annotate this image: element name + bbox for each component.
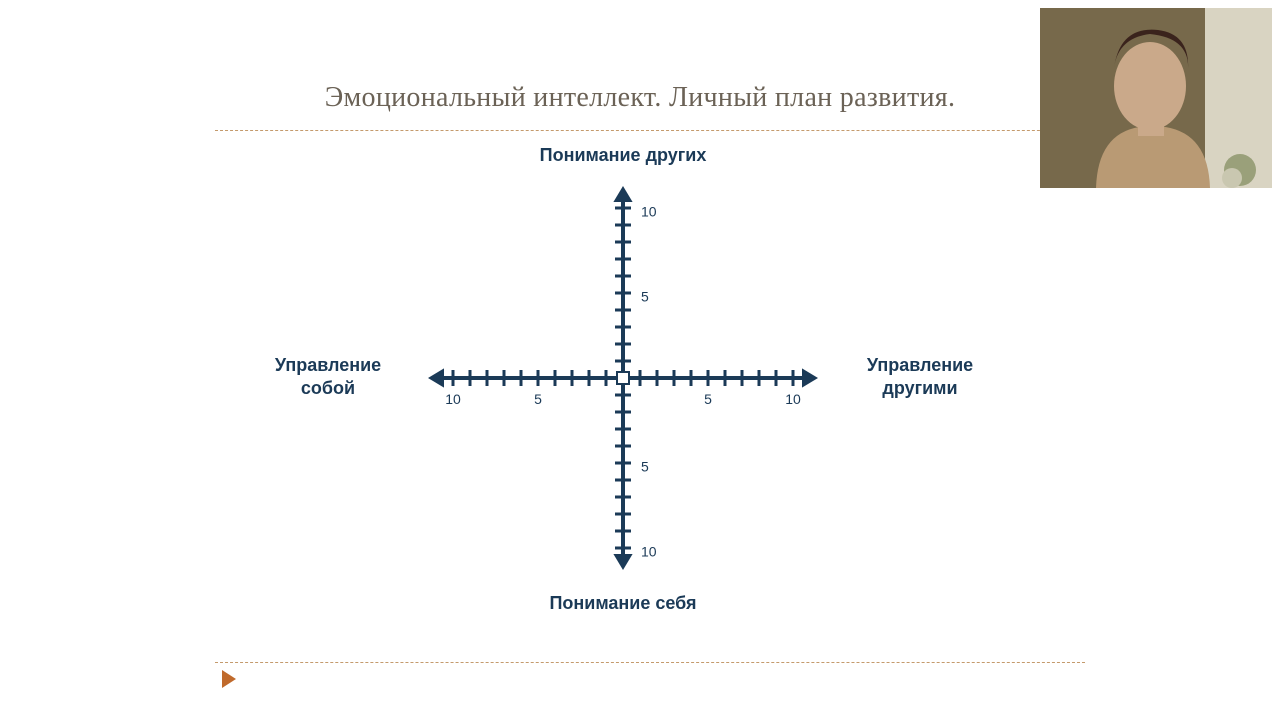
axis-label-bottom: Понимание себя <box>473 592 773 615</box>
svg-text:5: 5 <box>704 391 712 407</box>
svg-text:10: 10 <box>445 391 461 407</box>
svg-text:5: 5 <box>641 459 649 475</box>
svg-text:10: 10 <box>785 391 801 407</box>
svg-text:5: 5 <box>534 391 542 407</box>
slide-marker-icon <box>222 670 238 693</box>
svg-text:10: 10 <box>641 204 657 220</box>
axis-label-top: Понимание других <box>473 144 773 167</box>
svg-text:5: 5 <box>641 289 649 305</box>
slide: Эмоциональный интеллект. Личный план раз… <box>0 0 1280 720</box>
axis-label-left: Управлениесобой <box>248 354 408 399</box>
axis-label-right: Управлениедругими <box>840 354 1000 399</box>
webcam-overlay <box>1040 8 1272 188</box>
svg-text:10: 10 <box>641 544 657 560</box>
